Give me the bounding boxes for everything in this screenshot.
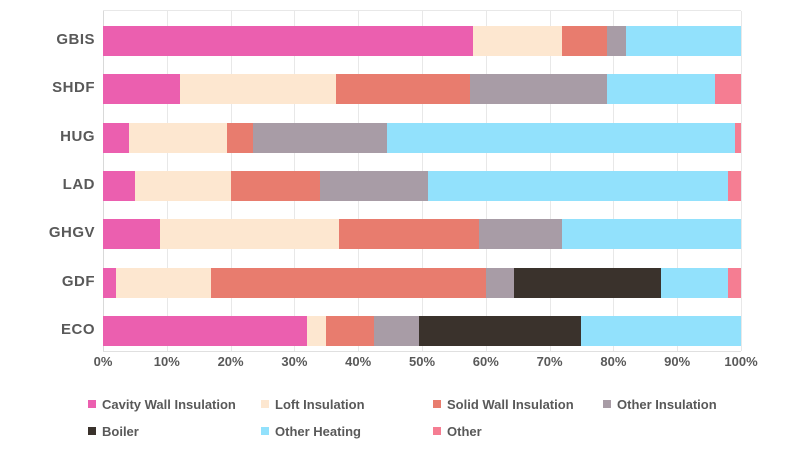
x-axis-tick-label: 0%	[93, 354, 113, 369]
bar-segment-solid-wall-insulation	[230, 170, 320, 201]
bar-segment-other-insulation	[607, 26, 627, 56]
bar-segment-other-heating	[386, 122, 735, 153]
y-axis-label: HUG	[60, 127, 95, 145]
legend-label: Other	[447, 423, 482, 439]
legend-swatch	[433, 427, 441, 435]
x-axis-tick-label: 20%	[217, 354, 244, 369]
bar-segment-other-heating	[562, 219, 741, 250]
bar-segment-cavity-wall-insulation	[103, 315, 308, 346]
legend-swatch	[88, 427, 96, 435]
bar-segment-other-heating	[581, 315, 741, 346]
x-axis-tick-label: 90%	[664, 354, 691, 369]
bar-segment-solid-wall-insulation	[227, 122, 253, 153]
legend-swatch	[261, 427, 269, 435]
bar-segment-loft-insulation	[160, 219, 340, 250]
bar-segment-other-heating	[626, 26, 741, 56]
x-axis-tick-label: 50%	[408, 354, 436, 369]
bar-segment-cavity-wall-insulation	[103, 74, 180, 105]
legend-swatch	[603, 400, 611, 408]
x-axis-tick-label: 10%	[153, 354, 180, 369]
legend-label: Loft Insulation	[275, 396, 365, 412]
legend-item-boiler: Boiler	[88, 423, 139, 439]
y-axis-label: SHDF	[52, 79, 95, 97]
y-axis-label: LAD	[62, 175, 95, 193]
bar-segment-cavity-wall-insulation	[103, 26, 474, 56]
x-axis-tick-label: 80%	[600, 354, 627, 369]
legend-label: Cavity Wall Insulation	[102, 396, 236, 412]
bar-segment-other-heating	[428, 170, 729, 201]
legend-swatch	[261, 400, 269, 408]
legend-swatch	[88, 400, 96, 408]
bar-segment-solid-wall-insulation	[339, 219, 480, 250]
bar-segment-cavity-wall-insulation	[103, 219, 161, 250]
bar-segment-solid-wall-insulation	[335, 74, 470, 105]
bar-row-shdf	[103, 74, 741, 105]
bar-segment-loft-insulation	[115, 267, 212, 298]
bar-segment-boiler	[418, 315, 582, 346]
legend-label: Other Insulation	[617, 396, 717, 412]
bar-row-hug	[103, 122, 741, 153]
x-axis-tick-label: 70%	[536, 354, 563, 369]
bar-segment-cavity-wall-insulation	[103, 267, 116, 298]
legend-label: Solid Wall Insulation	[447, 396, 574, 412]
y-axis-label: GHGV	[48, 224, 95, 242]
bar-segment-cavity-wall-insulation	[103, 170, 135, 201]
bar-segment-other-insulation	[252, 122, 387, 153]
bar-segment-other-insulation	[469, 74, 607, 105]
y-axis-label: GDF	[61, 272, 95, 290]
legend-item-other-insulation: Other Insulation	[603, 396, 717, 412]
legend-label: Other Heating	[275, 423, 361, 439]
legend-label: Boiler	[102, 423, 139, 439]
plot-area	[103, 10, 742, 352]
bar-segment-solid-wall-insulation	[562, 26, 607, 56]
bar-segment-other-heating	[606, 74, 716, 105]
gridline	[741, 11, 742, 351]
x-axis-tick-label: 60%	[472, 354, 499, 369]
x-axis-tick-label: 30%	[281, 354, 308, 369]
legend-item-cavity-wall-insulation: Cavity Wall Insulation	[88, 396, 236, 412]
bar-segment-other-heating	[661, 267, 729, 298]
bar-segment-other	[715, 74, 741, 105]
bar-segment-loft-insulation	[307, 315, 327, 346]
legend-item-solid-wall-insulation: Solid Wall Insulation	[433, 396, 574, 412]
x-axis-tick-label: 40%	[345, 354, 372, 369]
bar-row-eco	[103, 315, 741, 346]
legend-swatch	[433, 400, 441, 408]
legend-item-other: Other	[433, 423, 482, 439]
y-axis-label: ECO	[60, 320, 95, 338]
legend-item-other-heating: Other Heating	[261, 423, 361, 439]
bar-row-lad	[103, 170, 741, 201]
bar-segment-solid-wall-insulation	[211, 267, 486, 298]
bar-segment-other	[728, 170, 741, 201]
x-axis-tick-label: 100%	[724, 354, 758, 369]
bar-segment-other	[734, 122, 741, 153]
bar-segment-other-insulation	[374, 315, 419, 346]
bar-segment-other-insulation	[479, 219, 563, 250]
bar-segment-other-insulation	[319, 170, 429, 201]
bar-row-gdf	[103, 267, 741, 298]
bar-row-ghgv	[103, 219, 741, 250]
bar-segment-cavity-wall-insulation	[103, 122, 129, 153]
bar-segment-other	[728, 267, 741, 298]
bar-segment-loft-insulation	[134, 170, 231, 201]
legend-item-loft-insulation: Loft Insulation	[261, 396, 365, 412]
bar-segment-other-insulation	[485, 267, 515, 298]
bar-row-gbis	[103, 26, 741, 56]
y-axis-label: GBIS	[56, 31, 95, 48]
bar-segment-loft-insulation	[179, 74, 336, 105]
bar-segment-boiler	[514, 267, 662, 298]
bar-segment-loft-insulation	[128, 122, 228, 153]
bar-segment-loft-insulation	[473, 26, 563, 56]
bar-segment-solid-wall-insulation	[326, 315, 375, 346]
